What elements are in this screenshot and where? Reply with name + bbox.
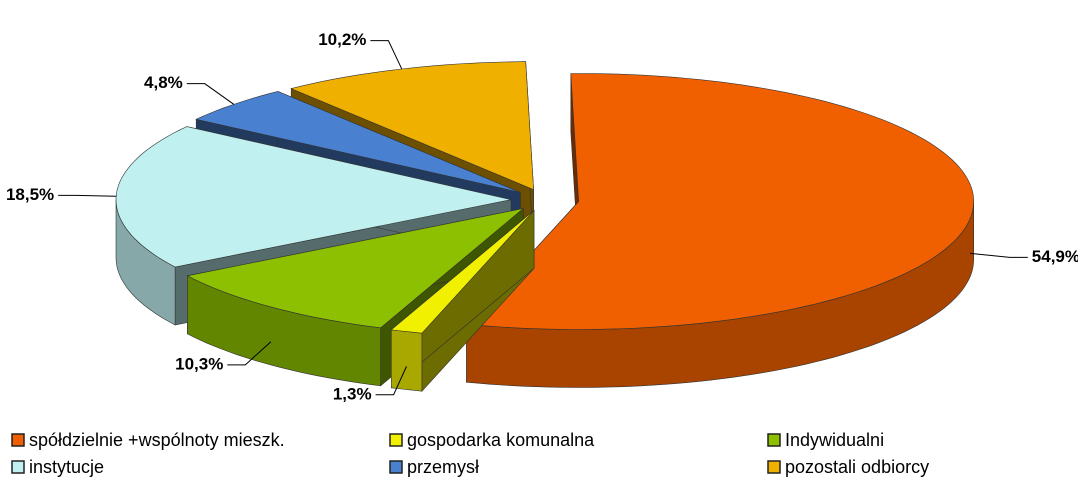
data-label: 54,9% [1032, 247, 1078, 266]
slice-top [186, 208, 524, 329]
leader-line [375, 366, 407, 396]
slice [465, 73, 975, 388]
leader-line [370, 40, 403, 70]
data-label: 1,3% [333, 384, 372, 403]
leader-line [58, 194, 117, 197]
legend-label: Indywidualni [785, 430, 884, 450]
data-label: 10,3% [175, 354, 223, 373]
legend-label: przemysł [407, 457, 479, 477]
legend-label: spółdzielnie +wspólnoty mieszk. [29, 430, 285, 450]
slice [390, 209, 535, 392]
slice-top [290, 61, 534, 191]
legend-label: instytucje [29, 457, 104, 477]
legend-swatch [11, 433, 25, 447]
legend-swatch [389, 460, 403, 474]
slice-wall [391, 329, 423, 392]
slice-top [465, 73, 975, 330]
data-label: 10,2% [318, 30, 366, 49]
legend-label: pozostali odbiorcy [785, 457, 929, 477]
legend-swatch [767, 433, 781, 447]
leader-line [227, 341, 272, 366]
legend-swatch [389, 433, 403, 447]
slice-top [115, 126, 512, 268]
data-label: 4,8% [144, 73, 183, 92]
slice-top [195, 91, 521, 193]
legend-swatch [11, 460, 25, 474]
leader-line [970, 252, 1028, 258]
slice-top [390, 210, 535, 334]
leader-line [186, 83, 235, 105]
legend-swatch [767, 460, 781, 474]
data-label: 18,5% [6, 185, 54, 204]
legend-label: gospodarka komunalna [407, 430, 595, 450]
